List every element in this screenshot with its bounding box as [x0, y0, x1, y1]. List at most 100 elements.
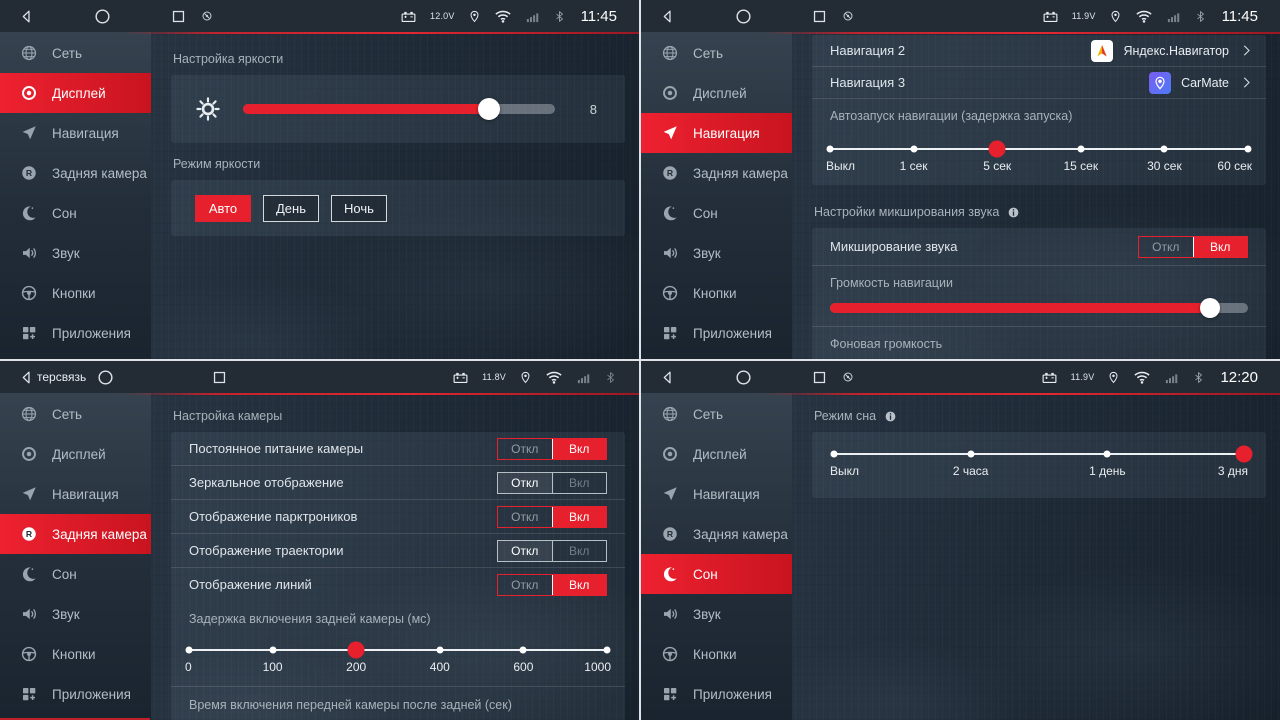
brightness-slider[interactable] [243, 98, 555, 120]
sidebar-item-display[interactable]: Дисплей [641, 73, 792, 113]
toast-text: терсвязь [37, 370, 87, 384]
row-label: Навигация 2 [830, 43, 906, 58]
autostart-slider[interactable]: Выкл 1 сек 5 сек 15 сек 30 сек 60 сек [826, 139, 1252, 185]
sidebar-item-display[interactable]: Дисплей [0, 434, 151, 474]
sidebar-item-apps[interactable]: Приложения [0, 674, 151, 714]
toggle-on[interactable]: Вкл [1193, 236, 1247, 257]
lines-toggle[interactable]: Откл Вкл [497, 573, 607, 596]
sidebar-item-navigation[interactable]: Навигация [0, 474, 151, 514]
sidebar-item-sound[interactable]: Звук [0, 233, 151, 273]
toggle-on[interactable]: Вкл [569, 475, 590, 490]
navigation-2-row[interactable]: Навигация 2 Яндекс.Навигатор [812, 35, 1266, 66]
trajectory-toggle[interactable]: Откл Вкл [497, 539, 607, 562]
sidebar-item-apps[interactable]: Приложения [641, 674, 792, 714]
status-bar: 11.9V 12:20 [641, 361, 1280, 393]
navigation-3-row[interactable]: Навигация 3 CarMate [812, 67, 1266, 98]
toggle-on[interactable]: Вкл [552, 506, 606, 527]
signal-icon [525, 9, 540, 24]
wifi-icon [1135, 7, 1153, 25]
sidebar-item-buttons[interactable]: Кнопки [0, 273, 151, 313]
screen-sleep: 11.9V 12:20 Сеть Дисплей Навигация Задня… [641, 361, 1280, 720]
sidebar-item-navigation[interactable]: Навигация [641, 113, 792, 153]
slider-thumb[interactable] [478, 98, 501, 120]
sidebar-item-apps[interactable]: Приложения [0, 313, 151, 353]
sidebar-item-sleep[interactable]: Сон [0, 554, 151, 594]
sleep-mode-slider[interactable]: Выкл 2 часа 1 день 3 дня [830, 444, 1253, 490]
camera-power-toggle[interactable]: Откл Вкл [497, 437, 607, 460]
home-button[interactable] [734, 368, 753, 387]
app-name: CarMate [1181, 75, 1229, 90]
sidebar-item-rear-camera[interactable]: Задняя камера [641, 153, 792, 193]
back-button[interactable] [18, 8, 35, 25]
home-button[interactable] [734, 7, 753, 26]
sidebar-item-network[interactable]: Сеть [0, 394, 151, 434]
toggle-off[interactable]: Откл [498, 574, 553, 595]
nav-volume-slider[interactable] [830, 298, 1248, 318]
bluetooth-icon [553, 10, 566, 23]
home-button[interactable] [96, 368, 115, 387]
camera-delay-slider[interactable]: 0 100 200 400 600 1000 [185, 640, 611, 686]
sidebar-item-sleep[interactable]: Сон [641, 193, 792, 233]
sidebar-item-buttons[interactable]: Кнопки [641, 273, 792, 313]
recents-button[interactable] [170, 8, 187, 25]
mirror-toggle[interactable]: Откл Вкл [497, 471, 607, 494]
sidebar-item-display[interactable]: Дисплей [0, 73, 151, 113]
back-button[interactable] [659, 8, 676, 25]
status-bar: 12.0V 11:45 [0, 0, 639, 32]
sidebar-item-navigation[interactable]: Навигация [0, 113, 151, 153]
sleep-settings-main: Режим сна Выкл 2 часа 1 день 3 дня [792, 393, 1280, 720]
sidebar-item-navigation[interactable]: Навигация [641, 474, 792, 514]
mixing-toggle[interactable]: Откл Вкл [1138, 235, 1248, 258]
sidebar-item-rear-camera[interactable]: Задняя камера [641, 514, 792, 554]
sidebar-item-network[interactable]: Сеть [0, 33, 151, 73]
sidebar-item-network[interactable]: Сеть [641, 394, 792, 434]
gps-icon [1109, 10, 1122, 23]
sound-icon [20, 244, 38, 262]
recents-button[interactable] [811, 8, 828, 25]
moon-icon [20, 204, 38, 222]
info-icon[interactable] [884, 410, 897, 423]
toggle-off[interactable]: Откл [498, 472, 553, 493]
mode-day-button[interactable]: День [263, 194, 319, 222]
toggle-off[interactable]: Откл [498, 438, 553, 459]
sidebar-item-sleep[interactable]: Сон [641, 554, 792, 594]
sidebar-item-buttons[interactable]: Кнопки [641, 634, 792, 674]
sidebar: Сеть Дисплей Навигация Задняя камера Сон… [0, 32, 151, 359]
clock: 12:20 [1220, 368, 1258, 386]
sidebar-item-network[interactable]: Сеть [641, 33, 792, 73]
screen-rear-camera: терсвязь 11.8V Сеть Дисплей Навигация За… [0, 361, 639, 720]
toggle-on[interactable]: Вкл [552, 574, 606, 595]
sidebar-item-display[interactable]: Дисплей [641, 434, 792, 474]
toggle-on[interactable]: Вкл [552, 438, 606, 459]
slider-thumb[interactable] [1200, 298, 1221, 318]
accent-divider [122, 393, 639, 395]
recents-button[interactable] [811, 369, 828, 386]
mode-auto-button[interactable]: Авто [195, 194, 251, 222]
battery-voltage: 11.8V [482, 372, 506, 382]
mode-night-button[interactable]: Ночь [331, 194, 387, 222]
back-button[interactable] [18, 369, 35, 386]
toggle-off[interactable]: Откл [498, 506, 553, 527]
toggle-off[interactable]: Откл [1139, 236, 1194, 257]
recents-button[interactable] [211, 369, 228, 386]
sidebar-item-rear-camera[interactable]: Задняя камера [0, 153, 151, 193]
camera-row: Отображение траектории Откл Вкл [171, 534, 625, 567]
parktronic-toggle[interactable]: Откл Вкл [497, 505, 607, 528]
sidebar-item-sound[interactable]: Звук [641, 233, 792, 273]
toggle-off[interactable]: Откл [498, 540, 553, 561]
sidebar-item-label: Сон [693, 205, 718, 221]
sidebar-item-sleep[interactable]: Сон [0, 193, 151, 233]
sidebar-item-sound[interactable]: Звук [0, 594, 151, 634]
autostart-label: Автозапуск навигации (задержка запуска) [830, 109, 1073, 123]
sidebar-item-buttons[interactable]: Кнопки [0, 634, 151, 674]
sidebar: Сеть Дисплей Навигация Задняя камера Сон… [641, 393, 792, 720]
navigation-icon [661, 485, 679, 503]
sidebar-item-rear-camera[interactable]: Задняя камера [0, 514, 151, 554]
wifi-icon [545, 368, 563, 386]
toggle-on[interactable]: Вкл [569, 543, 590, 558]
home-button[interactable] [93, 7, 112, 26]
sidebar-item-apps[interactable]: Приложения [641, 313, 792, 353]
back-button[interactable] [659, 369, 676, 386]
info-icon[interactable] [1007, 206, 1020, 219]
sidebar-item-sound[interactable]: Звук [641, 594, 792, 634]
